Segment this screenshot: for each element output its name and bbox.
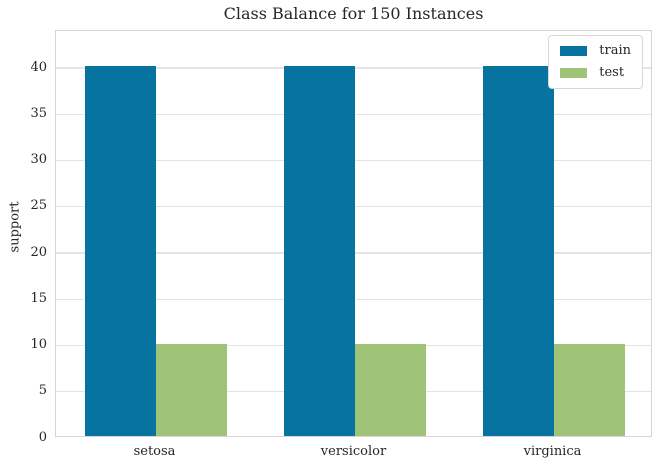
chart-title: Class Balance for 150 Instances — [223, 4, 484, 23]
y-tick-label: 40 — [30, 59, 47, 75]
legend: train test — [548, 35, 643, 89]
plot-area: train test — [55, 30, 652, 437]
bar-train-virginica — [482, 66, 554, 436]
legend-label-train: train — [599, 43, 631, 58]
y-tick-label: 0 — [38, 429, 47, 445]
bar-test-versicolor — [354, 343, 426, 436]
x-tick-label-setosa: setosa — [133, 444, 176, 459]
bar-train-versicolor — [283, 66, 355, 436]
y-tick-label: 10 — [30, 337, 47, 352]
train-color-swatch — [560, 46, 588, 56]
y-tick-label: 15 — [30, 290, 47, 306]
legend-label-test: test — [599, 65, 625, 80]
test-color-swatch — [560, 68, 588, 78]
x-tick-label-virginica: virginica — [523, 444, 582, 459]
bar-test-virginica — [553, 343, 625, 436]
y-tick-label: 25 — [30, 198, 47, 214]
y-tick-label: 35 — [30, 105, 47, 121]
bar-test-setosa — [155, 343, 227, 436]
y-tick-label: 5 — [38, 383, 47, 399]
y-tick-label: 20 — [30, 244, 47, 260]
legend-item-test: test — [560, 66, 631, 80]
legend-item-train: train — [560, 44, 631, 58]
bar-train-setosa — [84, 66, 156, 436]
x-tick-label-versicolor: versicolor — [320, 444, 387, 459]
y-tick-label: 30 — [30, 152, 47, 167]
